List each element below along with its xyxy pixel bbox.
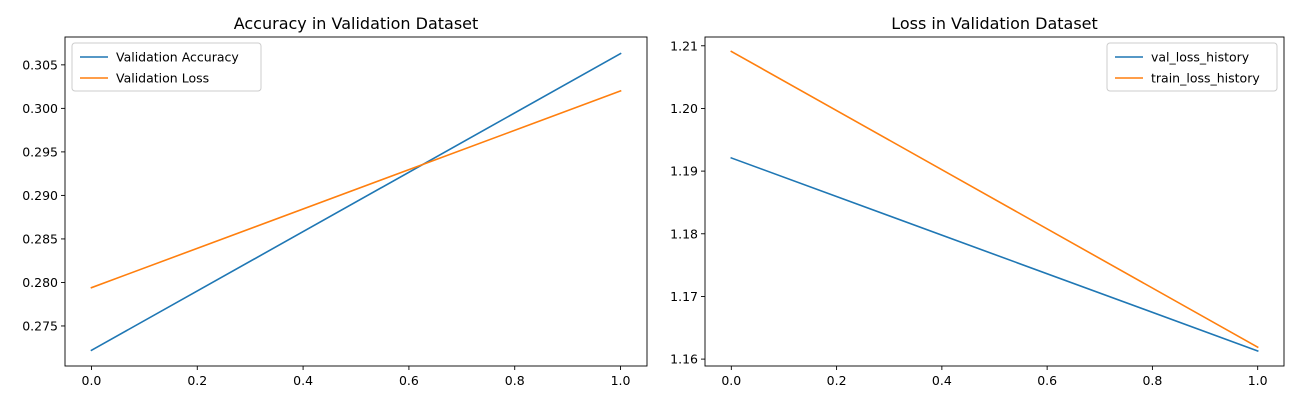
x-tick-label: 1.0: [611, 373, 631, 388]
x-tick-label: 0.2: [827, 373, 847, 388]
y-tick-label: 1.16: [670, 352, 698, 367]
series-line-2: [90, 89, 622, 289]
legend-label: Validation Accuracy: [116, 50, 239, 65]
x-tick-label: 0.0: [721, 373, 741, 388]
chart-title: Accuracy in Validation Dataset: [234, 14, 479, 33]
x-tick-label: 0.2: [187, 373, 207, 388]
legend: Validation Accuracy Validation Loss: [71, 42, 262, 92]
y-tick-label: 0.290: [22, 188, 58, 203]
chart-title: Loss in Validation Dataset: [891, 14, 1098, 33]
y-tick-label: 0.305: [22, 57, 58, 72]
legend-box: [71, 42, 262, 92]
x-tick-label: 0.6: [399, 373, 419, 388]
x-tick-label: 0.4: [932, 373, 952, 388]
y-tick-label: 1.18: [670, 226, 698, 241]
y-tick-label: 1.20: [670, 101, 698, 116]
y-tick-label: 1.21: [670, 38, 698, 53]
legend: val_loss_history train_loss_history: [1106, 42, 1278, 92]
series-line-1: [730, 156, 1259, 352]
chart-panel-1: Accuracy in Validation Dataset 0.0 0.2 0.4 0…: [22, 14, 648, 388]
chart-panel-2: Loss in Validation Dataset 0.0 0.2 0.4 0.6 0.…: [670, 14, 1285, 388]
y-tick-label: 1.19: [670, 164, 698, 179]
x-tick-label: 0.6: [1037, 373, 1057, 388]
legend-label: val_loss_history: [1151, 50, 1250, 65]
axes-frame: [704, 36, 1285, 367]
x-tick-label: 0.0: [82, 373, 102, 388]
x-tick-label: 1.0: [1248, 373, 1268, 388]
y-tick-label: 0.275: [22, 318, 58, 333]
legend-label: Validation Loss: [116, 71, 209, 86]
legend-box: [1106, 42, 1278, 92]
x-tick-label: 0.4: [293, 373, 313, 388]
y-tick-label: 0.295: [22, 144, 58, 159]
axes-frame: [64, 36, 648, 367]
y-tick-label: 0.285: [22, 231, 58, 246]
series-line-2: [730, 50, 1259, 349]
x-tick-label: 0.8: [505, 373, 525, 388]
legend-label: train_loss_history: [1151, 71, 1260, 86]
y-tick-label: 0.280: [22, 275, 58, 290]
y-tick-label: 1.17: [670, 289, 698, 304]
x-tick-label: 0.8: [1142, 373, 1162, 388]
y-tick-label: 0.300: [22, 101, 58, 116]
series-line-1: [90, 52, 622, 352]
